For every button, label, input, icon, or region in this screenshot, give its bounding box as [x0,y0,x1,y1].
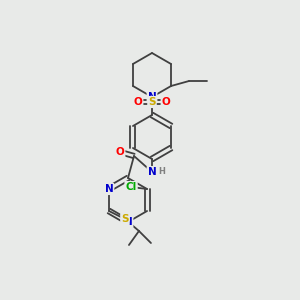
Text: S: S [148,97,156,107]
Text: N: N [124,217,132,227]
Text: N: N [148,167,156,177]
Text: O: O [116,147,124,157]
Text: N: N [105,184,113,194]
Text: N: N [148,92,156,102]
Text: H: H [159,167,165,176]
Text: O: O [162,97,170,107]
Text: O: O [134,97,142,107]
Text: Cl: Cl [125,182,137,192]
Text: S: S [121,214,129,224]
